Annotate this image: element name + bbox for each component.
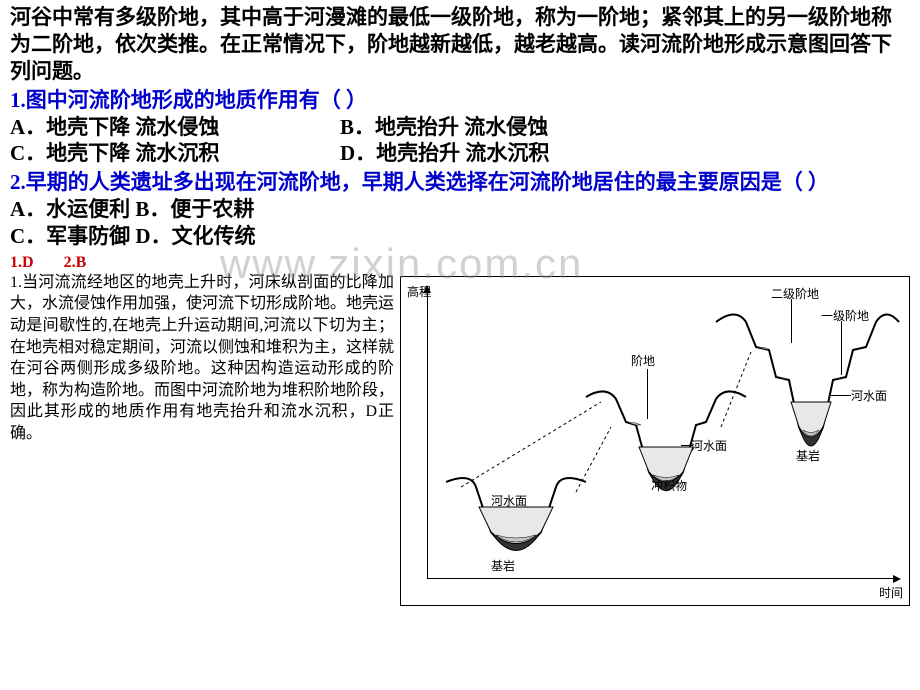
q1-option-a: A．地壳下降 流水侵蚀 (10, 114, 340, 141)
question-2-heading: 2.早期的人类遗址多出现在河流阶地，早期人类选择在河流阶地居住的最主要原因是（ … (0, 167, 920, 196)
explanation-text: 1.当河流流经地区的地壳上升时，河床纵剖面的比降加大，水流侵蚀作用加强，使河流下… (10, 272, 400, 606)
q2-options-row-1: A．水运便利 B．便于农耕 (0, 196, 920, 223)
terrace-diagram: 高程 时间 河水面 基岩 阶地 河水面 冲积物 (400, 276, 910, 606)
q1-options-row-2: C．地壳下降 流水沉积 D．地壳抬升 流水沉积 (0, 140, 920, 167)
q1-option-d: D．地壳抬升 流水沉积 (340, 140, 910, 167)
answer-1: 1.D (10, 254, 34, 271)
q2-option-c: C．军事防御 (10, 224, 130, 248)
q2-options-row-2: C．军事防御 D．文化传统 (0, 223, 920, 250)
q2-option-b: B．便于农耕 (135, 197, 254, 221)
answer-2: 2.B (64, 254, 87, 271)
q1-option-c: C．地壳下降 流水沉积 (10, 140, 340, 167)
q2-option-d: D．文化传统 (135, 224, 255, 248)
answer-key: 1.D 2.B (0, 250, 920, 272)
trend-lines-icon (401, 277, 909, 605)
question-1-heading: 1.图中河流阶地形成的地质作用有（ ） (0, 85, 920, 114)
q1-option-b: B．地壳抬升 流水侵蚀 (340, 114, 910, 141)
q2-option-a: A．水运便利 (10, 197, 130, 221)
q1-options-row-1: A．地壳下降 流水侵蚀 B．地壳抬升 流水侵蚀 (0, 114, 920, 141)
intro-text: 河谷中常有多级阶地，其中高于河漫滩的最低一级阶地，称为一阶地；紧邻其上的另一级阶… (0, 0, 920, 85)
